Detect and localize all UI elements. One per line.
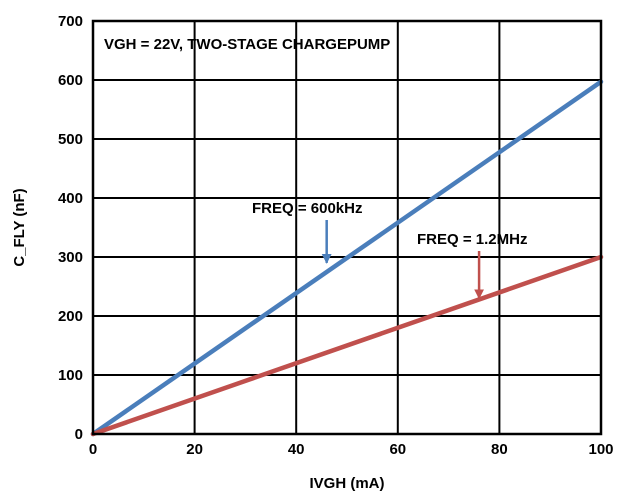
x-tick-label: 0 [89,441,97,458]
series-line-0 [90,79,604,437]
y-tick-label: 700 [58,13,83,30]
grid [92,20,602,435]
series-label-arrows [321,220,485,300]
x-tick-label: 80 [491,441,508,458]
y-tick-label: 500 [58,131,83,148]
series-label-600khz: FREQ = 600kHz [252,200,362,217]
x-axis-title: IVGH (mA) [310,475,385,492]
series-line-1 [90,254,604,437]
x-tick-label: 100 [588,441,613,458]
x-tick-label: 40 [288,441,305,458]
y-tick-label: 0 [75,426,83,443]
series-labels: FREQ = 600kHz FREQ = 1.2MHz [252,200,527,248]
series-label-1-2mhz: FREQ = 1.2MHz [417,231,527,248]
y-tick-label: 300 [58,249,83,266]
y-tick-label: 400 [58,190,83,207]
x-tick-labels: 0 20 40 60 80 100 [89,441,614,458]
x-tick-label: 20 [186,441,203,458]
y-axis-title: C_FLY (nF) [11,188,28,266]
y-tick-label: 100 [58,367,83,384]
y-tick-labels: 0 100 200 300 400 500 600 700 [58,13,83,443]
condition-annotation: VGH = 22V, TWO-STAGE CHARGEPUMP [104,36,390,53]
y-tick-label: 600 [58,72,83,89]
series-lines [90,79,604,437]
plot-frame [91,19,603,436]
y-tick-label: 200 [58,308,83,325]
x-tick-label: 60 [389,441,406,458]
